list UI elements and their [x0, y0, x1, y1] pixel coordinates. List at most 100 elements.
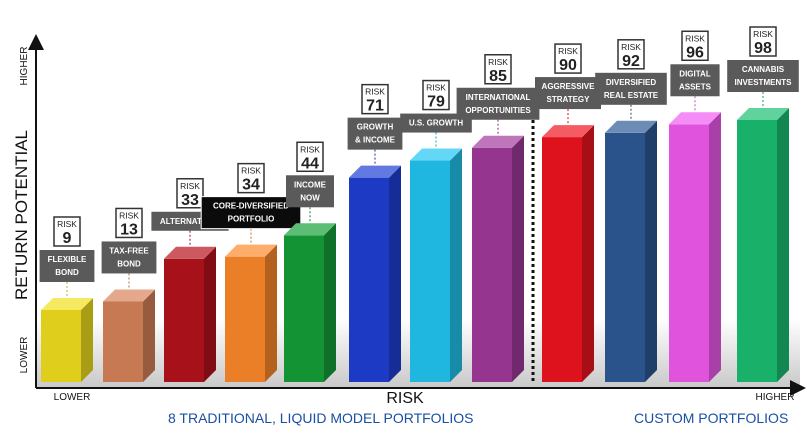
- traditional-group-caption: 8 TRADITIONAL, LIQUID MODEL PORTFOLIOS: [168, 410, 474, 426]
- risk-badge: [749, 26, 777, 57]
- bar-category-label: ASSETS: [679, 82, 712, 91]
- bar-front: [669, 124, 709, 383]
- bar-front: [103, 301, 143, 382]
- x-axis-title: RISK: [386, 390, 424, 407]
- bar-top: [410, 148, 462, 161]
- bar-side: [777, 108, 789, 382]
- risk-badge-caption: RISK: [426, 83, 446, 93]
- risk-badge-caption: RISK: [558, 46, 578, 56]
- bar-category-label: DIVERSIFIED: [606, 78, 656, 87]
- bar-category-label: INVESTMENTS: [735, 78, 793, 87]
- bar-side: [512, 135, 524, 382]
- bar-category-label: BOND: [55, 268, 79, 277]
- bar-side: [645, 120, 657, 382]
- risk-score-value: 98: [754, 40, 772, 57]
- bar-category-label: PORTFOLIO: [228, 215, 275, 224]
- bar-category-label: & INCOME: [355, 136, 396, 145]
- bar-category-label: INTERNATIONAL: [466, 93, 531, 102]
- risk-badge-caption: RISK: [365, 87, 385, 97]
- bar-front: [225, 256, 265, 382]
- risk-badge: [176, 178, 204, 209]
- bar-side: [265, 244, 277, 382]
- risk-badge: [681, 30, 709, 62]
- bar-front: [41, 310, 81, 382]
- risk-badge-caption: RISK: [753, 29, 773, 39]
- bar-side: [143, 289, 155, 382]
- risk-badge-caption: RISK: [300, 144, 320, 154]
- custom-group-caption: CUSTOM PORTFOLIOS: [634, 410, 789, 426]
- bar-side: [324, 223, 336, 382]
- bar-category-box: [595, 72, 667, 105]
- bar-category-label: GROWTH: [357, 123, 394, 132]
- bar-side: [450, 148, 462, 382]
- bar-top: [164, 246, 216, 259]
- risk-badge: [53, 216, 81, 247]
- bar-category-label: ALTERNATIVES: [160, 217, 221, 226]
- bar-top: [349, 165, 401, 178]
- risk-badge-caption: RISK: [119, 210, 139, 220]
- bar-front: [410, 160, 450, 382]
- bars-layer: FLEXIBLEBONDRISK9TAX-FREEBONDRISK13ALTER…: [39, 26, 799, 383]
- bar-category-box: [286, 175, 334, 208]
- bar-top: [284, 223, 336, 236]
- risk-badge-caption: RISK: [621, 42, 641, 52]
- bar-category-box: [39, 250, 95, 282]
- bar-category-box: [200, 196, 302, 230]
- risk-badge-caption: RISK: [685, 33, 705, 43]
- risk-score-value: 34: [242, 177, 260, 194]
- bar-front: [472, 147, 512, 382]
- risk-score-value: 96: [686, 44, 704, 61]
- bar-top: [472, 135, 524, 148]
- bar-top: [737, 108, 789, 120]
- risk-score-value: 85: [489, 68, 507, 85]
- risk-badge-caption: RISK: [180, 181, 200, 191]
- risk-score-value: 44: [301, 155, 319, 172]
- risk-badge: [422, 79, 450, 111]
- risk-badge: [296, 141, 324, 173]
- bar-front: [605, 132, 645, 382]
- bar-side: [389, 165, 401, 382]
- bar-front: [164, 258, 204, 382]
- bar-category-label: REAL ESTATE: [604, 91, 659, 100]
- x-axis-low-label: LOWER: [54, 392, 91, 403]
- bar-category-box: [400, 113, 472, 133]
- risk-badge: [484, 54, 512, 85]
- risk-score-value: 13: [120, 221, 138, 238]
- risk-badge-caption: RISK: [241, 166, 261, 176]
- bar-category-box: [535, 77, 601, 110]
- bar-category-label: CANNABIS: [742, 65, 785, 74]
- bar-side: [204, 246, 216, 382]
- bar-category-label: AGGRESSIVE: [542, 82, 596, 91]
- risk-score-value: 92: [622, 53, 640, 70]
- bar-top: [41, 298, 93, 310]
- bar-front: [284, 235, 324, 382]
- bar-category-label: CORE-DIVERSIFIED: [213, 202, 289, 211]
- bar-category-box: [670, 64, 720, 97]
- bar-category-label: FLEXIBLE: [48, 255, 87, 264]
- bar-category-label: STRATEGY: [547, 95, 591, 104]
- bar-category-label: BOND: [117, 259, 141, 268]
- risk-badge: [617, 39, 645, 70]
- risk-badge: [115, 207, 143, 239]
- bar-top: [669, 112, 721, 125]
- risk-score-value: 79: [427, 94, 445, 111]
- risk-score-value: 33: [181, 192, 199, 209]
- bar-top: [605, 120, 657, 133]
- risk-score-value: 9: [63, 230, 72, 247]
- risk-badge: [554, 43, 582, 74]
- bar-category-label: TAX-FREE: [109, 246, 149, 255]
- bar-front: [737, 120, 777, 382]
- bar-front: [542, 137, 582, 382]
- bar-category-label: DIGITAL: [679, 69, 711, 78]
- bar-category-label: U.S. GROWTH: [409, 119, 463, 128]
